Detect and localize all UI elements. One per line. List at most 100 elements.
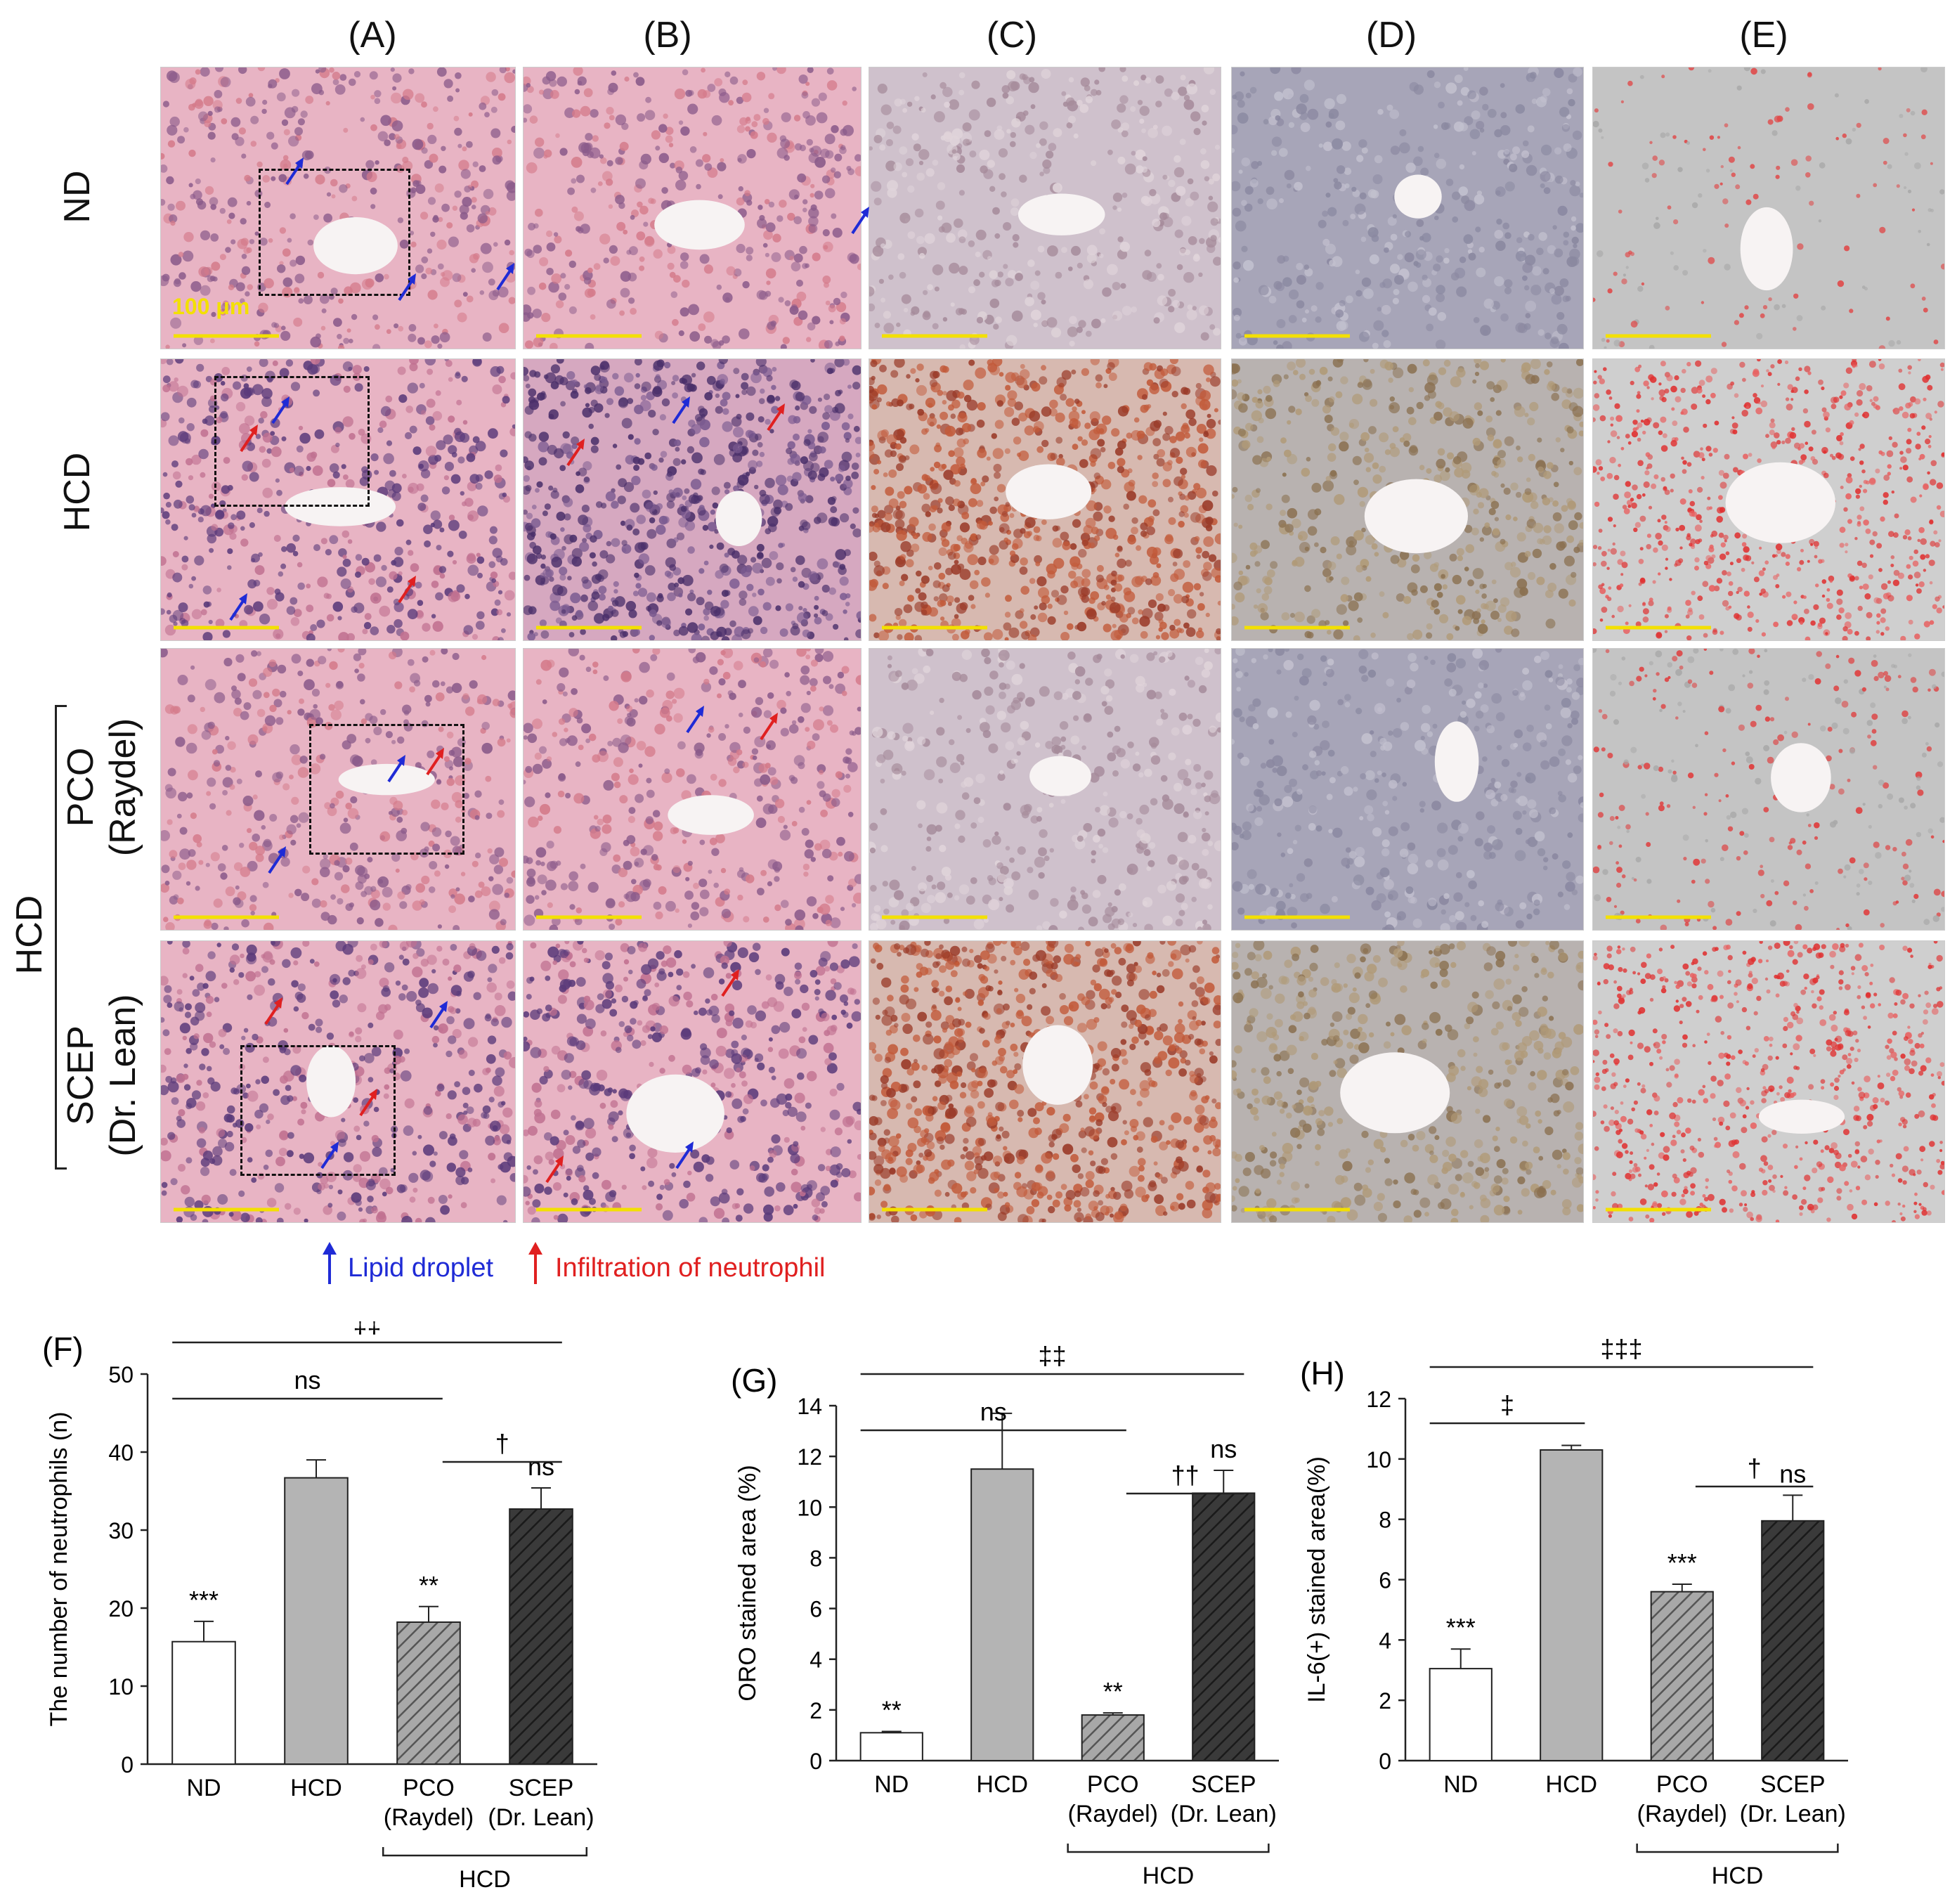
- bar: [970, 1468, 1034, 1762]
- bar: [171, 1640, 236, 1766]
- x-tick-label: SCEP: [1760, 1771, 1826, 1798]
- neutrophil-arrow-icon: [528, 1242, 542, 1284]
- comparison-label: ‡‡: [353, 1321, 381, 1338]
- chart-il6-area: (H) 0 2 4 6 8 10 12 IL-6(+) stained area(%) *** ND…: [1300, 1334, 1848, 1889]
- micrograph-r1-c4: [1231, 67, 1584, 349]
- significance-label: **: [1103, 1677, 1123, 1706]
- bar: [1192, 1492, 1256, 1761]
- row-label-pco: PCO (Raydel): [60, 718, 143, 857]
- micrograph-r3-c2: [523, 648, 862, 931]
- significance-label: ns: [528, 1452, 554, 1481]
- x-tick-label: (Raydel): [384, 1804, 474, 1831]
- lipid-arrow-icon: [323, 1242, 337, 1284]
- comparison-label: ns: [294, 1366, 320, 1394]
- micrograph-texture: [1593, 359, 1944, 640]
- micrograph-r1-c2: [523, 67, 862, 349]
- row-label-nd: ND: [57, 170, 98, 224]
- row-label-hcd: HCD: [57, 452, 98, 532]
- lipid-arrow-icon: [429, 1001, 448, 1029]
- micrograph-r2-c1: [160, 358, 516, 641]
- x-tick-label: ND: [874, 1771, 909, 1798]
- micrograph-texture: [869, 359, 1221, 640]
- y-tick-label: 50: [108, 1362, 134, 1387]
- neutrophil-arrow-icon: [545, 1155, 564, 1184]
- lipid-arrow-icon: [675, 1141, 694, 1170]
- bar: [396, 1621, 461, 1766]
- bar: [1429, 1668, 1493, 1761]
- scale-bar-label: 100 μm: [172, 294, 250, 319]
- row-group-label-hcd: HCD: [9, 895, 50, 975]
- micrograph-texture: [524, 649, 861, 930]
- y-tick-label: 0: [810, 1749, 822, 1774]
- group-bracket: [1636, 1844, 1839, 1853]
- neutrophil-arrow-icon: [767, 403, 785, 432]
- y-tick-label: 0: [121, 1752, 134, 1777]
- neutrophil-arrow-icon: [426, 748, 444, 776]
- neutrophil-arrow-icon: [240, 425, 258, 453]
- x-tick-label: SCEP: [509, 1775, 574, 1801]
- micrograph-texture: [161, 941, 515, 1222]
- lipid-arrow-icon: [686, 706, 704, 734]
- y-axis-title: The number of neutrophils (n): [46, 1412, 72, 1727]
- lipid-arrow-icon: [672, 396, 690, 425]
- column-label-e: (E): [1739, 15, 1788, 56]
- row-label-scep: SCEP (Dr. Lean): [60, 994, 143, 1157]
- comparison-label: ‡‡‡: [1600, 1334, 1642, 1363]
- micrograph-texture: [1232, 649, 1583, 930]
- micrograph-r3-c4: [1231, 648, 1584, 931]
- significance-label: **: [882, 1696, 902, 1725]
- y-axis-title: ORO stained area (%): [734, 1465, 761, 1701]
- neutrophil-arrow-icon: [359, 1089, 377, 1117]
- x-tick-label: (Raydel): [1637, 1801, 1727, 1827]
- x-tick-label: (Dr. Lean): [1171, 1801, 1277, 1827]
- group-label: HCD: [1712, 1863, 1764, 1889]
- micrograph-r4-c2: [523, 940, 862, 1223]
- y-tick-label: 30: [108, 1518, 134, 1543]
- neutrophil-legend-label: Infiltration of neutrophil: [555, 1253, 826, 1283]
- x-tick-label: HCD: [976, 1771, 1028, 1798]
- inset-box: [309, 724, 464, 855]
- x-tick-label: SCEP: [1191, 1771, 1256, 1798]
- micrograph-texture: [1593, 649, 1944, 930]
- column-label-c: (C): [986, 15, 1038, 56]
- micrograph-r1-c5: [1592, 67, 1945, 349]
- y-tick-label: 10: [108, 1674, 134, 1699]
- x-tick-label: PCO: [1656, 1771, 1708, 1798]
- x-tick-label: ND: [1443, 1771, 1478, 1798]
- panel-letter: (G): [731, 1362, 777, 1399]
- micrograph-r4-c4: [1231, 940, 1584, 1223]
- micrograph-texture: [1232, 67, 1583, 349]
- y-tick-label: 6: [810, 1597, 822, 1622]
- x-tick-label: (Dr. Lean): [1740, 1801, 1846, 1827]
- x-tick-label: (Raydel): [1068, 1801, 1158, 1827]
- bar: [284, 1477, 349, 1765]
- micrograph-texture: [524, 67, 861, 349]
- micrograph-texture: [1232, 941, 1583, 1222]
- y-tick-label: 40: [108, 1440, 134, 1465]
- neutrophil-arrow-icon: [721, 969, 739, 997]
- panel-letter: (H): [1300, 1355, 1345, 1392]
- y-tick-label: 20: [108, 1596, 134, 1621]
- group-bracket: [1067, 1844, 1270, 1853]
- bar: [1650, 1591, 1714, 1761]
- x-tick-label: PCO: [1087, 1771, 1139, 1798]
- comparison-label: ‡: [1500, 1390, 1514, 1419]
- micrograph-texture: [869, 649, 1221, 930]
- column-label-b: (B): [643, 15, 692, 56]
- significance-label: ***: [1446, 1613, 1476, 1642]
- comparison-label: †: [495, 1429, 509, 1458]
- comparison-label: ns: [980, 1397, 1007, 1426]
- column-label-a: (A): [348, 15, 397, 56]
- lipid-arrow-icon: [496, 263, 514, 291]
- significance-label: ns: [1779, 1459, 1806, 1488]
- y-tick-label: 2: [810, 1698, 822, 1723]
- lipid-arrow-icon: [398, 273, 416, 302]
- group-label: HCD: [459, 1866, 511, 1893]
- comparison-label: ††: [1171, 1461, 1199, 1489]
- lipid-arrow-icon: [851, 207, 869, 235]
- chart-oro-area: (G) 0 2 4 6 8 10 12 14 ORO stained area (%) ** ND HC…: [731, 1341, 1279, 1889]
- y-tick-label: 4: [810, 1647, 822, 1673]
- chart-neutrophils: (F) 0 10 20 30 40 50 The number of neutrophils …: [42, 1321, 597, 1893]
- lipid-arrow-icon: [320, 1141, 339, 1170]
